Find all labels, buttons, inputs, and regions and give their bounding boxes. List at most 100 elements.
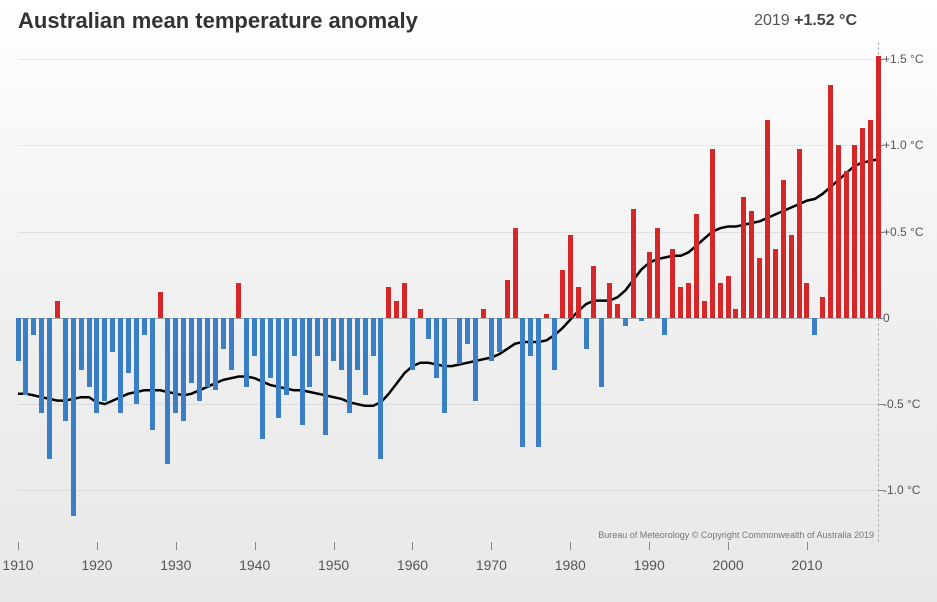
grid-y (18, 318, 878, 319)
anomaly-bar (260, 318, 265, 439)
anomaly-bar (315, 318, 320, 356)
anomaly-bar (252, 318, 257, 356)
anomaly-bar (142, 318, 147, 335)
anomaly-bar (781, 180, 786, 318)
anomaly-bar (173, 318, 178, 413)
anomaly-bar (497, 318, 502, 352)
anomaly-bar (662, 318, 667, 335)
anomaly-bar (236, 283, 241, 317)
tick-x-label: 1920 (81, 557, 112, 573)
anomaly-bar (812, 318, 817, 335)
tick-x-mark (728, 542, 729, 550)
anomaly-bar (63, 318, 68, 421)
anomaly-bar (528, 318, 533, 356)
anomaly-bar (860, 128, 865, 318)
anomaly-bar (607, 283, 612, 317)
anomaly-bar (39, 318, 44, 413)
anomaly-bar (576, 287, 581, 318)
anomaly-bar (442, 318, 447, 413)
grid-y (18, 145, 878, 146)
tick-x-mark (412, 542, 413, 550)
anomaly-bar (276, 318, 281, 418)
anomaly-bar (797, 149, 802, 318)
anomaly-bar (836, 145, 841, 317)
anomaly-bar (363, 318, 368, 396)
anomaly-bar (820, 297, 825, 318)
anomaly-bar (591, 266, 596, 318)
tick-x-mark (570, 542, 571, 550)
tick-x-label: 2010 (791, 557, 822, 573)
anomaly-bar (544, 314, 549, 317)
anomaly-bar (733, 309, 738, 318)
grid-y (18, 490, 878, 491)
highlight-year: 2019 (754, 12, 790, 29)
credit-text: Bureau of Meteorology © Copyright Common… (598, 530, 874, 540)
anomaly-bar (678, 287, 683, 318)
x-axis: 1910192019301940195019601970198019902000… (18, 552, 878, 582)
anomaly-bar (647, 252, 652, 318)
chart-container: Australian mean temperature anomaly 2019… (0, 0, 937, 602)
anomaly-bar (165, 318, 170, 465)
anomaly-bar (71, 318, 76, 516)
tick-y-label: +1.0 °C (883, 138, 937, 152)
anomaly-bar (213, 318, 218, 390)
tick-x-mark (255, 542, 256, 550)
anomaly-bar (284, 318, 289, 396)
anomaly-bar (694, 214, 699, 317)
anomaly-bar (473, 318, 478, 401)
tick-x-label: 1980 (555, 557, 586, 573)
anomaly-bar (244, 318, 249, 387)
anomaly-bar (868, 120, 873, 318)
anomaly-bar (292, 318, 297, 356)
anomaly-bar (686, 283, 691, 317)
anomaly-bar (520, 318, 525, 447)
anomaly-bar (300, 318, 305, 425)
anomaly-bar (631, 209, 636, 318)
tick-x-label: 1960 (397, 557, 428, 573)
anomaly-bar (615, 304, 620, 318)
anomaly-bar (16, 318, 21, 361)
tick-y-label: 0 (883, 311, 937, 325)
anomaly-bar (339, 318, 344, 370)
anomaly-bar (418, 309, 423, 318)
grid-y (18, 59, 878, 60)
anomaly-bar (481, 309, 486, 318)
anomaly-bar (536, 318, 541, 447)
tick-x-label: 1940 (239, 557, 270, 573)
tick-x-label: 1990 (634, 557, 665, 573)
tick-y-label: -0.5 °C (883, 397, 937, 411)
anomaly-bar (205, 318, 210, 387)
tick-x-mark (97, 542, 98, 550)
anomaly-bar (221, 318, 226, 349)
anomaly-bar (513, 228, 518, 318)
anomaly-bar (410, 318, 415, 370)
anomaly-bar (118, 318, 123, 413)
tick-y-label: -1.0 °C (883, 483, 937, 497)
anomaly-bar (347, 318, 352, 413)
anomaly-bar (189, 318, 194, 384)
anomaly-bar (749, 211, 754, 318)
anomaly-bar (489, 318, 494, 361)
anomaly-bar (371, 318, 376, 356)
highlight-value: +1.52 °C (794, 12, 857, 29)
grid-y (18, 404, 878, 405)
anomaly-bar (804, 283, 809, 317)
anomaly-bar (197, 318, 202, 401)
anomaly-bar (789, 235, 794, 318)
tick-x-label: 2000 (713, 557, 744, 573)
anomaly-bar (323, 318, 328, 435)
anomaly-bar (331, 318, 336, 361)
anomaly-bar (150, 318, 155, 430)
anomaly-bar (229, 318, 234, 370)
anomaly-bar (31, 318, 36, 335)
anomaly-bar (670, 249, 675, 318)
anomaly-bar (599, 318, 604, 387)
anomaly-bar (102, 318, 107, 401)
anomaly-bar (307, 318, 312, 387)
anomaly-bar (828, 85, 833, 318)
anomaly-bar (844, 171, 849, 318)
anomaly-bar (465, 318, 470, 344)
anomaly-bar (718, 283, 723, 317)
anomaly-bar (268, 318, 273, 378)
tick-x-label: 1930 (160, 557, 191, 573)
